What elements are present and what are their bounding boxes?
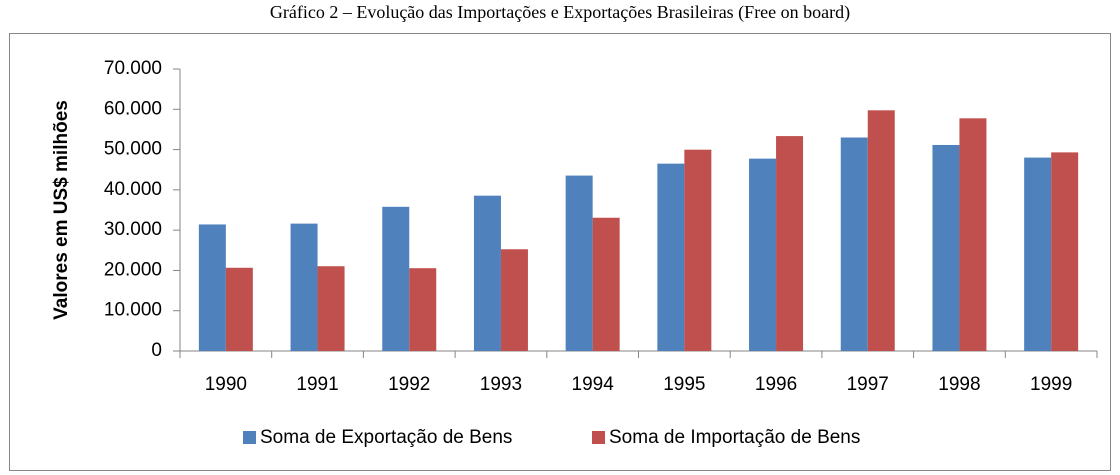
x-tick-label: 1997 — [847, 374, 889, 395]
y-axis-label: Valores em US$ milhões — [51, 100, 72, 320]
bar — [592, 217, 620, 351]
legend-swatch — [243, 431, 256, 444]
bar — [473, 195, 501, 351]
y-tick-label: 30.000 — [104, 219, 162, 240]
bar — [776, 136, 804, 351]
y-tick-label: 40.000 — [104, 179, 162, 200]
bar — [290, 223, 318, 351]
x-tick-label: 1998 — [938, 374, 980, 395]
y-tick-label: 50.000 — [104, 139, 162, 160]
y-tick-label: 60.000 — [104, 98, 162, 119]
legend-label: Soma de Importação de Bens — [609, 427, 860, 448]
bar — [198, 224, 226, 351]
bar — [225, 267, 253, 351]
y-tick-label: 10.000 — [104, 300, 162, 321]
x-tick-label: 1992 — [388, 374, 430, 395]
bar — [409, 268, 437, 351]
bar — [932, 144, 960, 351]
bar — [500, 249, 528, 351]
bar — [749, 158, 777, 351]
legend-swatch — [592, 431, 605, 444]
x-tick-label: 1996 — [755, 374, 797, 395]
chart-frame — [9, 33, 1111, 471]
x-tick-label: 1990 — [205, 374, 247, 395]
x-tick-label: 1995 — [663, 374, 705, 395]
bar — [867, 110, 895, 352]
bar — [317, 266, 345, 351]
y-tick-label: 20.000 — [104, 259, 162, 280]
bar — [1051, 152, 1079, 351]
bar — [684, 149, 712, 351]
x-tick-label: 1999 — [1030, 374, 1072, 395]
bar — [382, 206, 410, 351]
y-tick-label: 0 — [151, 340, 162, 361]
legend-label: Soma de Exportação de Bens — [260, 427, 512, 448]
bar — [959, 118, 987, 351]
x-tick-label: 1993 — [480, 374, 522, 395]
bar — [1024, 157, 1052, 351]
y-tick-label: 70.000 — [104, 58, 162, 79]
chart-title: Gráfico 2 – Evolução das Importações e E… — [270, 2, 850, 23]
bar — [657, 163, 685, 351]
bar — [840, 137, 868, 351]
bar — [565, 175, 593, 351]
x-tick-label: 1991 — [296, 374, 338, 395]
x-tick-label: 1994 — [572, 374, 615, 395]
